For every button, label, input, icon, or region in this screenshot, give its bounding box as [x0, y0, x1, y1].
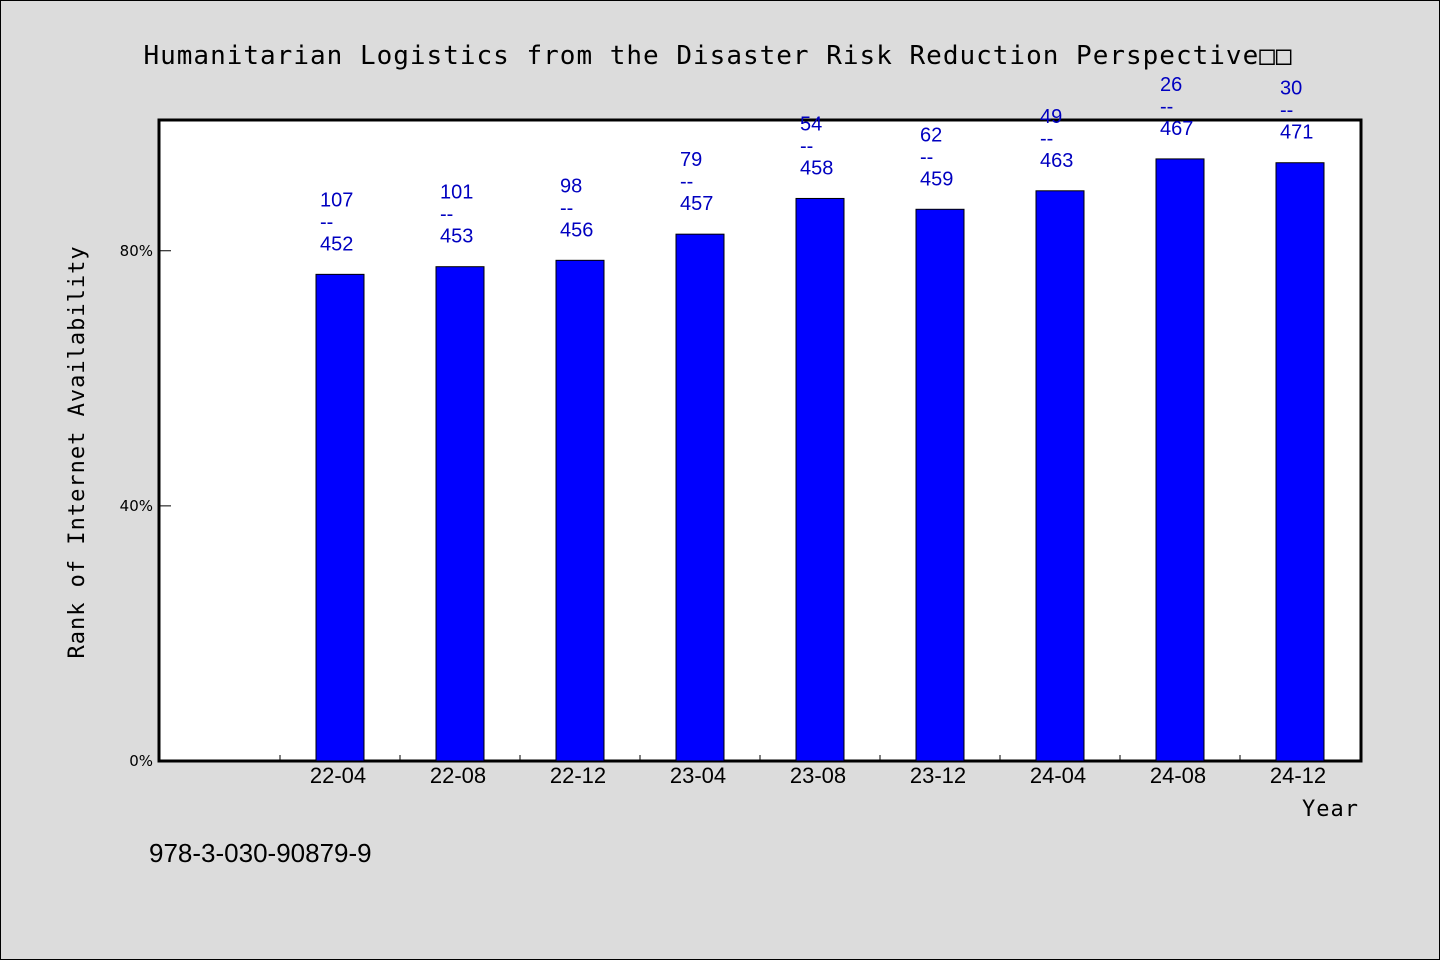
data-label-23-04-1: --	[680, 171, 693, 193]
x-tick-label-22-04: 22-04	[310, 763, 366, 788]
data-label-23-08-1: --	[800, 135, 813, 157]
x-tick-label-24-04: 24-04	[1030, 763, 1086, 788]
data-label-23-12-0: 62	[920, 124, 942, 146]
x-tick-label-22-12: 22-12	[550, 763, 606, 788]
bar-23-12	[915, 208, 965, 762]
data-label-23-08-2: 458	[800, 157, 833, 179]
y-axis-label: Rank of Internet Availability	[65, 245, 90, 658]
x-axis: 22-04 22-08 22-12 23-04 23-08 23-12 24-04 24-08…	[279, 755, 1326, 788]
x-tick-label-24-12: 24-12	[1270, 763, 1326, 788]
data-label-24-08-2: 467	[1160, 118, 1193, 140]
bar-24-08	[1155, 158, 1205, 762]
bar-22-12	[555, 259, 605, 762]
data-label-22-08-2: 453	[440, 226, 473, 248]
data-label-24-12-2: 471	[1280, 122, 1313, 144]
data-label-24-12-1: --	[1280, 100, 1293, 122]
bar-22-04	[315, 273, 365, 762]
bar-22-08	[435, 266, 485, 762]
data-label-24-08-0: 26	[1160, 74, 1182, 96]
data-label-24-04-1: --	[1040, 128, 1053, 150]
data-label-22-04-2: 452	[320, 233, 353, 255]
y-tick-label-0: 0%	[129, 752, 153, 770]
bars-group	[315, 158, 1325, 762]
data-labels-group: 107--452101--45398--45679--45754--45862-…	[320, 74, 1313, 255]
data-label-23-12-2: 459	[920, 168, 953, 190]
bar-24-04	[1035, 190, 1085, 762]
data-label-22-04-1: --	[320, 211, 333, 233]
x-tick-label-23-12: 23-12	[910, 763, 966, 788]
bar-24-12	[1275, 162, 1325, 762]
y-tick-label-80: 80%	[120, 242, 153, 260]
y-tick-label-40: 40%	[120, 497, 153, 515]
x-axis-label: Year	[1302, 797, 1359, 822]
bar-23-04	[675, 233, 725, 762]
data-label-24-04-2: 463	[1040, 150, 1073, 172]
data-label-22-12-1: --	[560, 197, 573, 219]
bar-23-08	[795, 197, 845, 762]
y-axis: 0% 40% 80%	[120, 242, 171, 770]
footnote-isbn: 978-3-030-90879-9	[149, 838, 372, 868]
data-label-23-12-1: --	[920, 146, 933, 168]
data-label-23-04-0: 79	[680, 149, 702, 171]
data-label-23-04-2: 457	[680, 193, 713, 215]
data-label-23-08-0: 54	[800, 113, 822, 135]
data-label-22-04-0: 107	[320, 189, 353, 211]
data-label-24-08-1: --	[1160, 96, 1173, 118]
data-label-22-12-2: 456	[560, 219, 593, 241]
data-label-24-04-0: 49	[1040, 106, 1062, 128]
data-label-22-08-0: 101	[440, 182, 473, 204]
data-label-22-08-1: --	[440, 204, 453, 226]
x-tick-label-23-04: 23-04	[670, 763, 726, 788]
data-label-22-12-0: 98	[560, 175, 582, 197]
data-label-24-12-0: 30	[1280, 78, 1302, 100]
x-tick-label-24-08: 24-08	[1150, 763, 1206, 788]
x-tick-label-23-08: 23-08	[790, 763, 846, 788]
x-tick-label-22-08: 22-08	[430, 763, 486, 788]
chart-title: Humanitarian Logistics from the Disaster…	[143, 41, 1292, 71]
